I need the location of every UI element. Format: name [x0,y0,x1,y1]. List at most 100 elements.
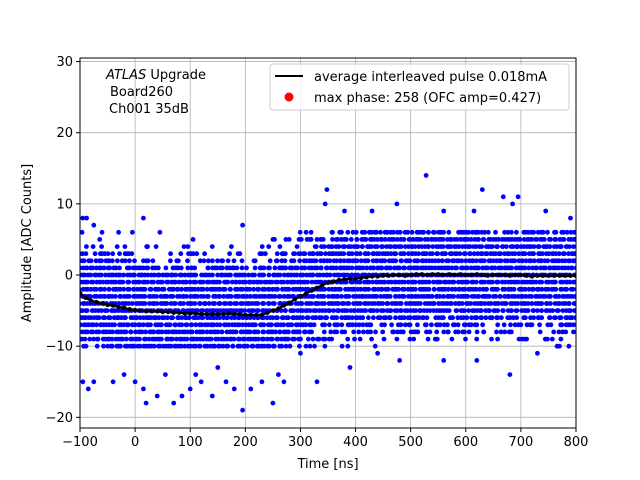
scatter-point [329,336,335,342]
average-line-point [419,272,424,277]
scatter-point [458,237,464,242]
scatter-point [334,258,339,264]
average-line-point [369,274,375,279]
scatter-point [465,294,471,299]
scatter-point [382,237,388,242]
scatter-point [358,286,364,292]
scatter-point [548,294,553,299]
scatter-point [132,272,137,278]
scatter-point [416,251,421,257]
scatter-point [465,279,471,285]
scatter-point [489,315,495,321]
scatter-point [346,294,352,299]
scatter-point [371,265,377,271]
scatter-point [242,272,248,278]
scatter-point [266,301,272,306]
scatter-point [215,365,221,370]
scatter-point [385,229,390,235]
scatter-point [110,251,116,257]
scatter-point [213,294,219,299]
scatter-point [389,322,394,328]
scatter-point [83,251,89,257]
scatter-point [170,336,175,342]
scatter-point [462,329,467,335]
scatter-point [505,258,510,264]
scatter-point [363,294,369,299]
scatter-point [151,329,157,335]
scatter-point [335,237,341,242]
scatter-point [310,336,316,342]
scatter-point [281,279,287,285]
scatter-point [558,244,564,250]
scatter-point [542,294,548,299]
scatter-point [437,294,443,299]
scatter-point [410,237,416,242]
scatter-point [369,244,374,250]
scatter-point [145,272,151,278]
scatter-point [393,258,399,264]
scatter-point [117,272,123,278]
scatter-point [543,208,549,214]
scatter-point [87,294,93,299]
scatter-point [350,322,355,328]
scatter-point [434,329,440,335]
scatter-point [121,272,126,278]
scatter-point [396,286,401,292]
scatter-point [141,386,146,392]
scatter-point [334,265,339,271]
scatter-point [255,329,261,335]
scatter-point [275,336,281,342]
average-line-point [469,272,474,278]
scatter-point [175,286,181,292]
scatter-point [88,286,94,292]
scatter-point [385,301,391,306]
scatter-point [388,308,394,313]
scatter-point [334,315,340,321]
average-line-point [105,302,110,308]
scatter-point [455,322,461,328]
scatter-point [248,386,254,392]
scatter-point [185,244,191,250]
scatter-point [539,258,544,264]
scatter-point [113,279,119,285]
scatter-point [547,265,553,271]
scatter-point [341,251,347,257]
average-line-point [502,272,507,278]
average-line-point [524,273,529,278]
scatter-point [99,244,104,250]
scatter-point [100,279,106,285]
scatter-point [221,294,226,299]
scatter-point [429,294,435,299]
scatter-point [435,251,441,257]
average-line-point [546,273,551,278]
scatter-point [192,265,198,271]
scatter-point [374,229,379,235]
scatter-point [298,350,303,356]
scatter-point [275,315,280,321]
scatter-point [130,229,135,235]
scatter-point [96,315,102,321]
scatter-point [294,244,300,250]
scatter-point [471,208,477,214]
scatter-point [479,187,485,193]
scatter-point [329,244,335,250]
scatter-point [397,229,403,235]
scatter-point [522,265,528,271]
scatter-point [459,258,465,264]
scatter-point [493,294,499,299]
scatter-point [142,301,148,306]
scatter-point [225,279,231,285]
scatter-point [562,258,568,264]
scatter-point [87,336,93,342]
average-line-point [127,307,132,312]
scatter-point [373,329,378,335]
scatter-point [322,336,328,342]
average-line-point [182,311,187,316]
average-line-point [243,312,248,318]
average-line-point [83,295,88,300]
scatter-point [371,308,377,313]
scatter-point [117,251,122,257]
scatter-point [132,258,137,264]
scatter-point [234,286,240,292]
scatter-point [567,258,573,264]
